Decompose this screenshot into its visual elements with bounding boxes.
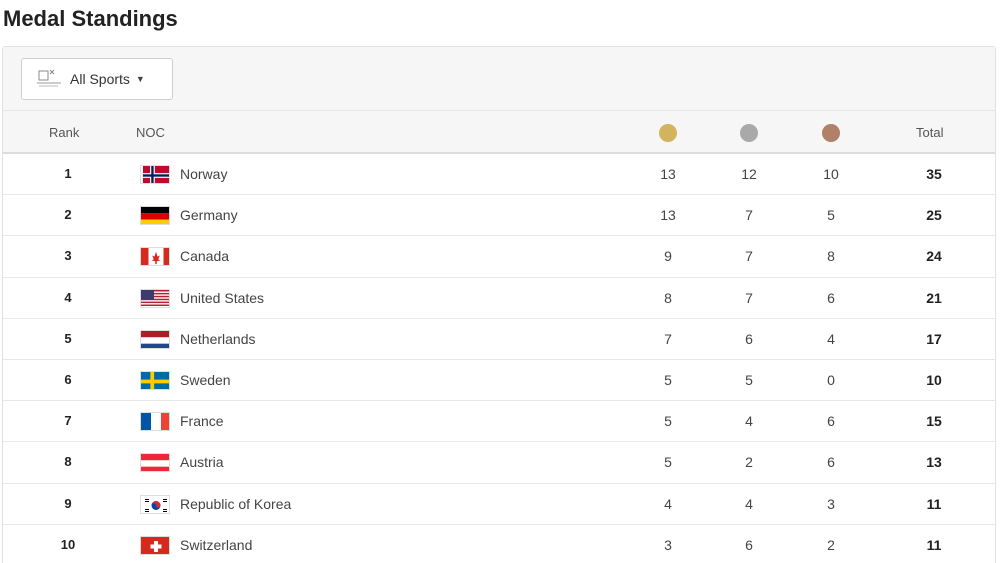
country-name[interactable]: United States xyxy=(180,289,265,306)
table-row[interactable]: 4 United States 8 7 6 21 xyxy=(3,278,995,319)
germany-flag-icon xyxy=(140,206,170,226)
rank-cell: 7 xyxy=(64,413,72,429)
bronze-count: 3 xyxy=(827,495,835,512)
table-row[interactable]: 7 France 5 4 6 15 xyxy=(3,401,995,443)
bronze-count: 8 xyxy=(827,248,835,265)
silver-medal-icon[interactable] xyxy=(740,124,758,142)
table-row[interactable]: 3 Canada 9 7 8 24 xyxy=(3,236,995,278)
sports-pictogram-icon xyxy=(36,68,62,90)
gold-medal-icon[interactable] xyxy=(659,124,677,142)
gold-count: 9 xyxy=(664,248,672,265)
total-count: 17 xyxy=(926,330,942,347)
rank-header[interactable]: Rank xyxy=(49,125,80,140)
table-row[interactable]: 5 Netherlands 7 6 4 17 xyxy=(3,319,995,360)
table-row[interactable]: 9 Republic of Korea 4 4 3 11 xyxy=(3,484,995,525)
silver-count: 6 xyxy=(745,330,753,347)
sport-filter-label: All Sports xyxy=(70,71,130,87)
silver-count: 4 xyxy=(745,413,753,430)
total-count: 13 xyxy=(926,454,942,471)
table-header: Rank NOC Total xyxy=(3,111,995,154)
total-count: 15 xyxy=(926,413,942,430)
total-count: 10 xyxy=(926,371,942,388)
sport-filter-dropdown[interactable]: All Sports ▼ xyxy=(21,58,173,100)
rank-cell: 6 xyxy=(64,371,72,387)
medal-standings-panel: All Sports ▼ Rank NOC Total 1 Norway 13 … xyxy=(2,46,996,563)
total-header[interactable]: Total xyxy=(916,125,944,140)
gold-count: 5 xyxy=(664,371,672,388)
silver-count: 7 xyxy=(745,207,753,224)
total-count: 11 xyxy=(926,536,942,553)
total-count: 11 xyxy=(926,495,942,512)
table-row[interactable]: 8 Austria 5 2 6 13 xyxy=(3,442,995,484)
bronze-count: 6 xyxy=(827,454,835,471)
gold-count: 5 xyxy=(664,454,672,471)
table-row[interactable]: 10 Switzerland 3 6 2 11 xyxy=(3,525,995,563)
gold-count: 5 xyxy=(664,413,672,430)
norway-flag-icon xyxy=(140,165,170,184)
france-flag-icon xyxy=(140,412,170,432)
bronze-count: 10 xyxy=(823,166,839,182)
table-row[interactable]: 6 Sweden 5 5 0 10 xyxy=(3,360,995,402)
country-name[interactable]: Switzerland xyxy=(180,536,253,553)
bronze-count: 6 xyxy=(827,413,835,430)
netherlands-flag-icon xyxy=(140,329,170,349)
country-name[interactable]: Germany xyxy=(180,207,238,224)
total-count: 35 xyxy=(926,166,942,182)
table-row[interactable]: 2 Germany 13 7 5 25 xyxy=(3,195,995,237)
country-name[interactable]: Norway xyxy=(180,166,228,182)
switzerland-flag-icon xyxy=(140,535,170,555)
silver-count: 5 xyxy=(745,371,753,388)
noc-header[interactable]: NOC xyxy=(136,125,165,140)
total-count: 25 xyxy=(926,207,942,224)
silver-count: 12 xyxy=(741,166,757,182)
caret-down-icon: ▼ xyxy=(135,74,145,84)
gold-count: 13 xyxy=(660,207,676,224)
country-name[interactable]: Austria xyxy=(180,454,224,471)
silver-count: 4 xyxy=(745,495,753,512)
sweden-flag-icon xyxy=(140,370,170,390)
table-row[interactable]: 1 Norway 13 12 10 35 xyxy=(3,154,995,196)
gold-count: 8 xyxy=(664,289,672,306)
gold-count: 13 xyxy=(660,166,676,182)
gold-count: 3 xyxy=(664,536,672,553)
gold-count: 4 xyxy=(664,495,672,512)
rank-cell: 8 xyxy=(64,454,72,470)
bronze-count: 5 xyxy=(827,207,835,224)
silver-count: 7 xyxy=(745,248,753,265)
bronze-medal-icon[interactable] xyxy=(822,124,840,142)
total-count: 24 xyxy=(926,248,942,265)
country-name[interactable]: Sweden xyxy=(180,371,231,388)
page-title: Medal Standings xyxy=(3,6,178,31)
total-count: 21 xyxy=(926,289,942,306)
gold-count: 7 xyxy=(664,330,672,347)
usa-flag-icon xyxy=(140,288,170,308)
rank-cell: 2 xyxy=(64,207,72,223)
bronze-count: 0 xyxy=(827,371,835,388)
country-name[interactable]: Republic of Korea xyxy=(180,495,292,512)
bronze-count: 6 xyxy=(827,289,835,306)
bronze-count: 4 xyxy=(827,330,835,347)
rank-cell: 4 xyxy=(64,289,72,305)
rank-cell: 3 xyxy=(64,248,72,264)
silver-count: 7 xyxy=(745,289,753,306)
rank-cell: 9 xyxy=(64,495,72,511)
country-name[interactable]: Canada xyxy=(180,248,230,265)
rank-cell: 10 xyxy=(60,536,76,552)
silver-count: 2 xyxy=(745,454,753,471)
austria-flag-icon xyxy=(140,453,170,473)
canada-flag-icon xyxy=(140,247,170,267)
rank-cell: 1 xyxy=(64,166,72,181)
country-name[interactable]: Netherlands xyxy=(180,330,256,347)
bronze-count: 2 xyxy=(827,536,835,553)
medal-table-body: 1 Norway 13 12 10 35 2 Germany 13 7 5 25… xyxy=(3,154,995,563)
korea-flag-icon xyxy=(140,494,170,514)
silver-count: 6 xyxy=(745,536,753,553)
filter-toolbar: All Sports ▼ xyxy=(3,47,995,111)
rank-cell: 5 xyxy=(64,330,72,346)
country-name[interactable]: France xyxy=(180,413,224,430)
